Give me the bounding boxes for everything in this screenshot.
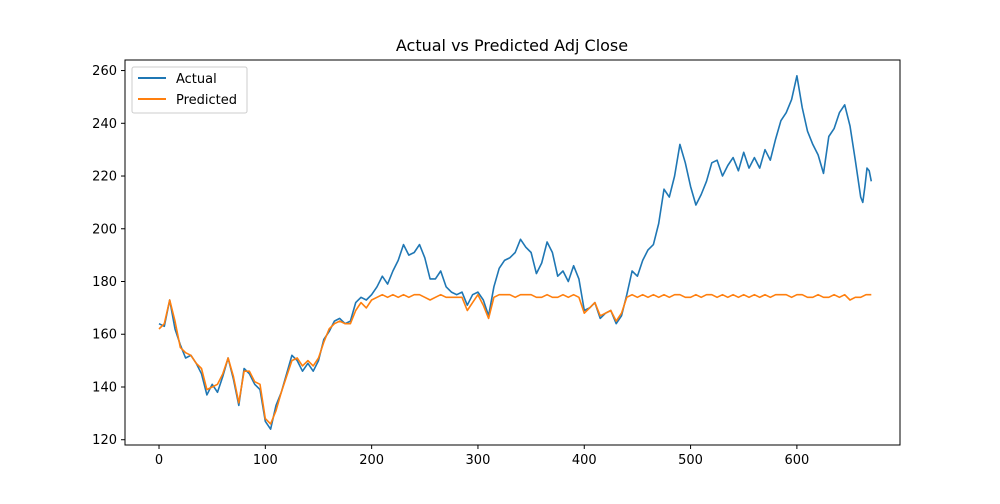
x-tick-label: 300 — [466, 453, 491, 468]
x-tick-label: 200 — [359, 453, 384, 468]
x-tick-label: 600 — [784, 453, 809, 468]
y-tick-label: 240 — [92, 117, 117, 132]
y-tick-label: 260 — [92, 64, 117, 79]
series-layer — [158, 75, 873, 431]
y-tick-label: 120 — [92, 433, 117, 448]
legend-label-predicted: Predicted — [176, 93, 237, 108]
x-axis: 0 100 200 300 400 500 600 — [155, 445, 809, 468]
legend: Actual Predicted — [131, 66, 248, 114]
y-tick-label: 140 — [92, 380, 117, 395]
x-tick-label: 100 — [253, 453, 278, 468]
chart-title: Actual vs Predicted Adj Close — [396, 36, 628, 55]
y-tick-label: 180 — [92, 275, 117, 290]
plot-frame — [124, 59, 901, 446]
y-tick-label: 160 — [92, 328, 117, 343]
x-tick-label: 500 — [678, 453, 703, 468]
legend-label-actual: Actual — [176, 72, 217, 87]
x-tick-label: 400 — [572, 453, 597, 468]
y-tick-label: 220 — [92, 170, 117, 185]
y-tick-label: 200 — [92, 222, 117, 237]
x-tick-label: 0 — [155, 453, 163, 468]
y-axis: 120 140 160 180 200 220 240 260 — [92, 64, 125, 448]
series-line-predicted — [158, 293, 872, 425]
